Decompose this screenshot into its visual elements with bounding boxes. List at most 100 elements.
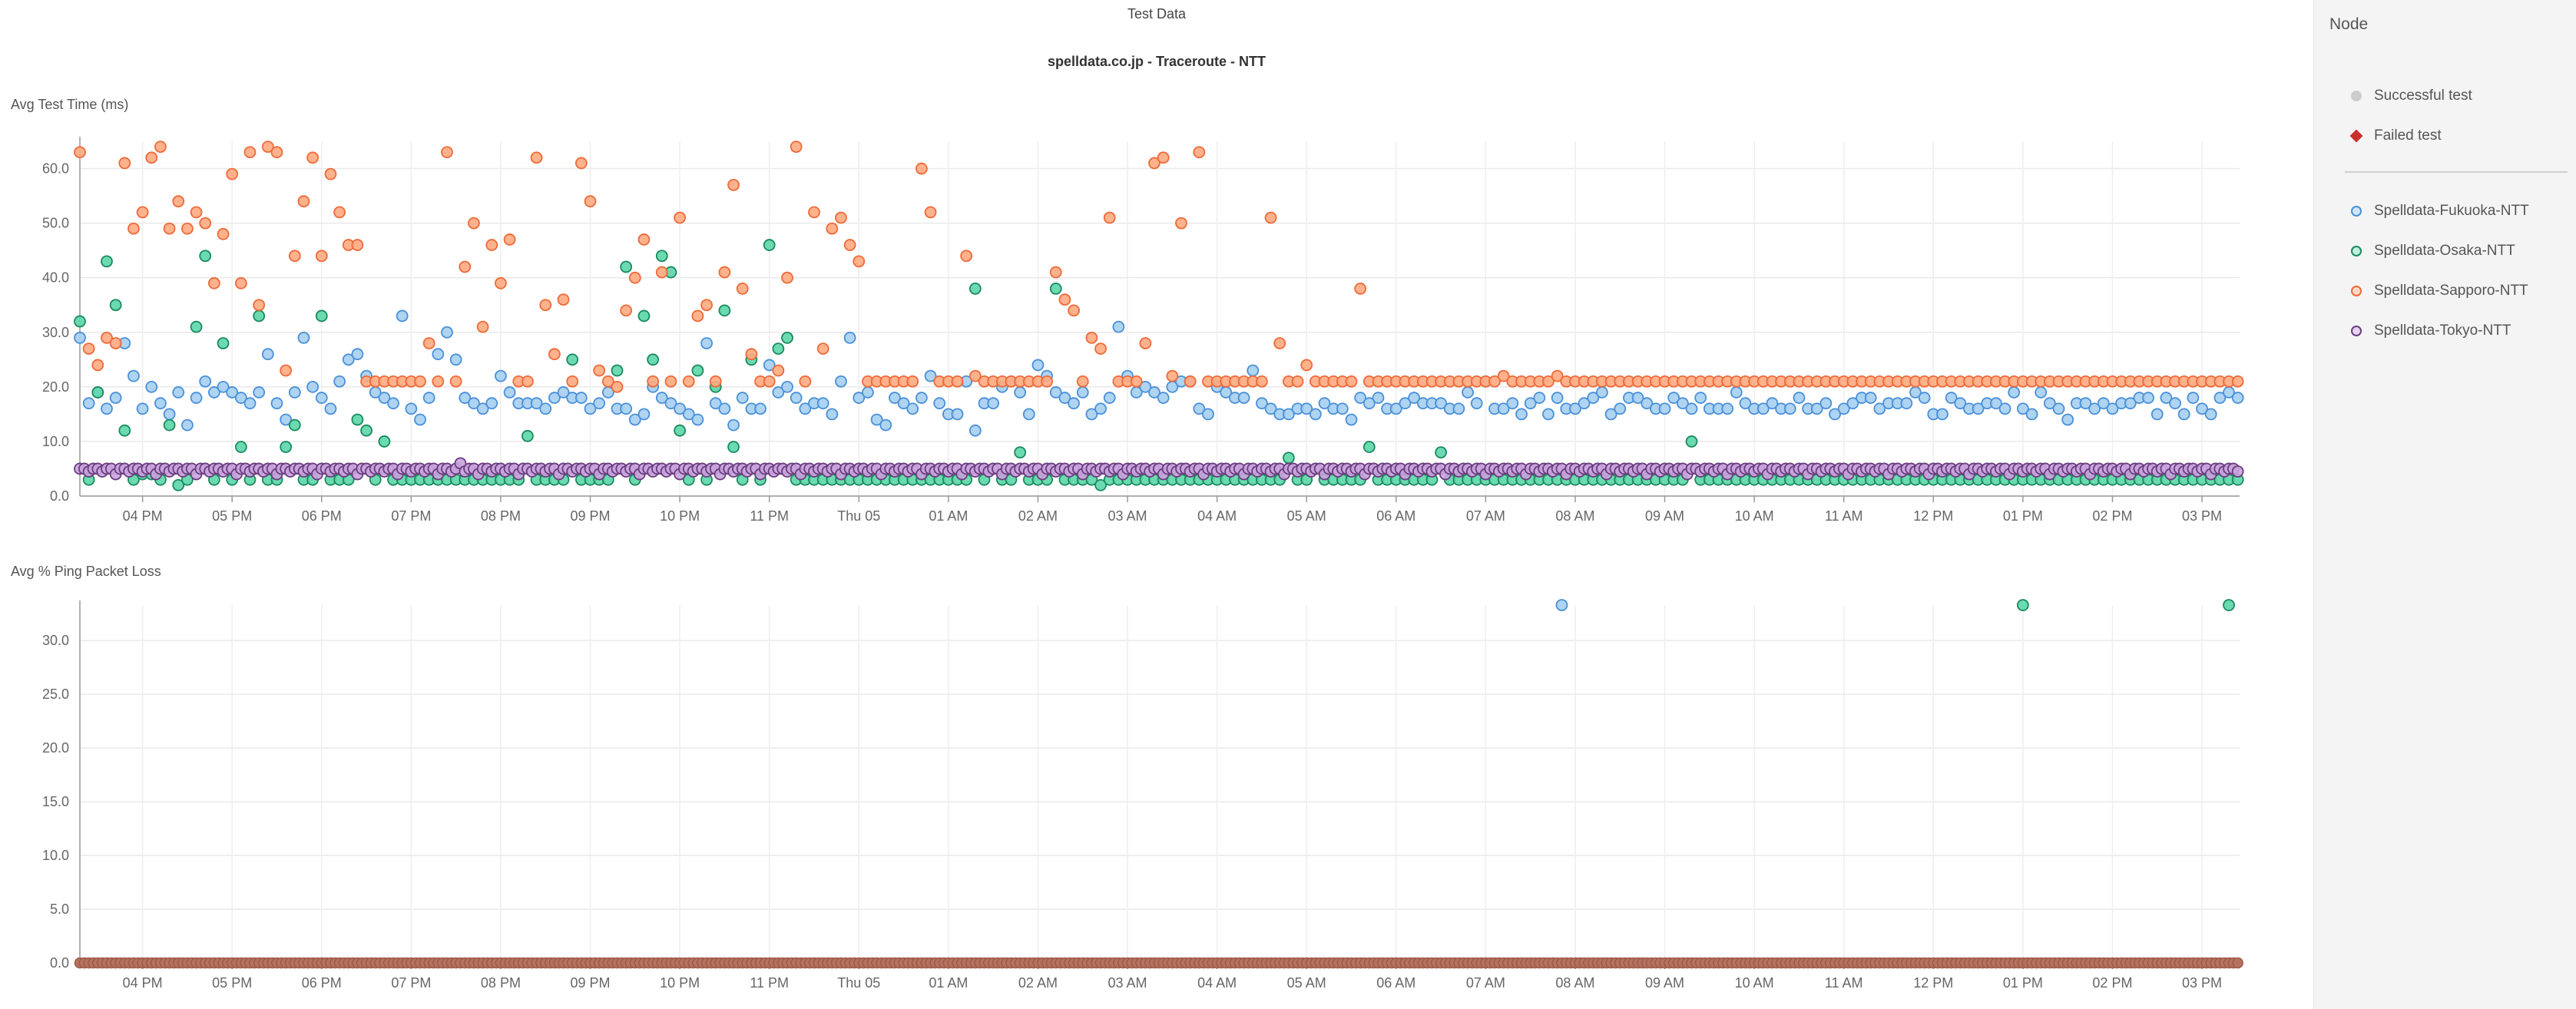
- data-point[interactable]: [315, 309, 328, 323]
- data-point[interactable]: [951, 375, 964, 388]
- data-point[interactable]: [145, 151, 158, 164]
- data-point[interactable]: [468, 217, 480, 230]
- data-point[interactable]: [315, 250, 328, 263]
- data-point[interactable]: [1488, 375, 1501, 388]
- data-point[interactable]: [351, 239, 364, 251]
- data-point[interactable]: [933, 397, 946, 410]
- data-point[interactable]: [727, 441, 740, 453]
- data-point[interactable]: [1282, 408, 1295, 421]
- data-point[interactable]: [101, 331, 113, 344]
- data-point[interactable]: [574, 392, 588, 404]
- data-point[interactable]: [172, 386, 185, 399]
- data-point[interactable]: [1112, 320, 1125, 333]
- data-point[interactable]: [1641, 397, 1654, 410]
- data-point[interactable]: [306, 380, 320, 393]
- data-point[interactable]: [1085, 331, 1098, 344]
- data-point[interactable]: [1354, 283, 1367, 295]
- data-point[interactable]: [1783, 402, 1796, 415]
- data-point[interactable]: [1555, 599, 1568, 611]
- data-point[interactable]: [485, 397, 498, 410]
- data-point[interactable]: [1103, 392, 1116, 404]
- data-point[interactable]: [557, 386, 570, 399]
- data-point[interactable]: [968, 283, 982, 295]
- data-point[interactable]: [853, 255, 866, 268]
- data-point[interactable]: [1945, 392, 1958, 404]
- data-point[interactable]: [799, 375, 812, 388]
- data-point[interactable]: [2106, 402, 2119, 415]
- data-point[interactable]: [1542, 408, 1555, 421]
- data-point[interactable]: [243, 146, 257, 159]
- data-point[interactable]: [1362, 441, 1376, 453]
- data-point[interactable]: [611, 380, 624, 393]
- data-point[interactable]: [1193, 146, 1206, 159]
- legend-successful-test[interactable]: Successful test: [2348, 84, 2472, 108]
- data-point[interactable]: [226, 167, 239, 180]
- data-point[interactable]: [405, 402, 418, 415]
- data-point[interactable]: [1068, 304, 1080, 317]
- data-point[interactable]: [1793, 392, 1806, 404]
- data-point[interactable]: [2016, 402, 2029, 415]
- data-point[interactable]: [772, 342, 785, 355]
- data-point[interactable]: [736, 392, 749, 404]
- data-point[interactable]: [628, 413, 641, 426]
- data-point[interactable]: [207, 386, 220, 399]
- data-point[interactable]: [637, 408, 651, 421]
- data-point[interactable]: [1685, 402, 1698, 415]
- data-point[interactable]: [217, 380, 230, 393]
- data-point[interactable]: [109, 392, 122, 404]
- data-point[interactable]: [808, 206, 820, 219]
- data-point[interactable]: [1148, 157, 1161, 170]
- data-point[interactable]: [1041, 375, 1054, 388]
- data-point[interactable]: [226, 386, 239, 399]
- data-point[interactable]: [557, 293, 570, 306]
- data-point[interactable]: [906, 375, 919, 388]
- data-point[interactable]: [280, 441, 293, 453]
- data-point[interactable]: [1103, 211, 1116, 224]
- data-point[interactable]: [234, 392, 247, 404]
- data-point[interactable]: [181, 222, 194, 235]
- data-point[interactable]: [655, 250, 668, 263]
- data-point[interactable]: [1094, 478, 1107, 491]
- data-point[interactable]: [181, 418, 194, 432]
- data-point[interactable]: [449, 353, 462, 366]
- data-point[interactable]: [1022, 408, 1035, 421]
- data-point[interactable]: [1900, 397, 1913, 410]
- data-point[interactable]: [655, 392, 668, 404]
- data-point[interactable]: [1739, 397, 1752, 410]
- data-point[interactable]: [432, 375, 445, 388]
- data-point[interactable]: [709, 397, 722, 410]
- data-point[interactable]: [674, 211, 687, 224]
- data-point[interactable]: [127, 369, 140, 382]
- data-point[interactable]: [261, 348, 274, 361]
- data-point[interactable]: [1810, 402, 1823, 415]
- data-point[interactable]: [136, 206, 149, 219]
- data-point[interactable]: [897, 397, 910, 410]
- legend-failed-test[interactable]: Failed test: [2348, 124, 2442, 147]
- data-point[interactable]: [1058, 293, 1071, 306]
- data-point[interactable]: [468, 397, 480, 410]
- data-point[interactable]: [745, 348, 758, 361]
- data-point[interactable]: [1685, 435, 1698, 448]
- data-point[interactable]: [1362, 397, 1376, 410]
- data-point[interactable]: [2079, 397, 2092, 410]
- data-point[interactable]: [118, 157, 131, 170]
- data-point[interactable]: [951, 408, 964, 421]
- data-point[interactable]: [1076, 386, 1089, 399]
- data-point[interactable]: [2035, 386, 2048, 399]
- data-point[interactable]: [2142, 392, 2154, 404]
- data-point[interactable]: [781, 380, 793, 393]
- data-point[interactable]: [2231, 465, 2244, 478]
- data-point[interactable]: [270, 397, 283, 410]
- data-point[interactable]: [691, 364, 704, 377]
- data-point[interactable]: [1085, 408, 1098, 421]
- data-point[interactable]: [1291, 375, 1304, 388]
- data-point[interactable]: [1345, 375, 1358, 388]
- data-point[interactable]: [351, 413, 364, 426]
- data-point[interactable]: [414, 375, 426, 388]
- data-point[interactable]: [1345, 413, 1358, 426]
- data-point[interactable]: [136, 402, 149, 415]
- data-point[interactable]: [664, 397, 677, 410]
- data-point[interactable]: [1578, 397, 1591, 410]
- data-point-baseline[interactable]: [2232, 957, 2243, 969]
- data-point[interactable]: [1596, 386, 1608, 399]
